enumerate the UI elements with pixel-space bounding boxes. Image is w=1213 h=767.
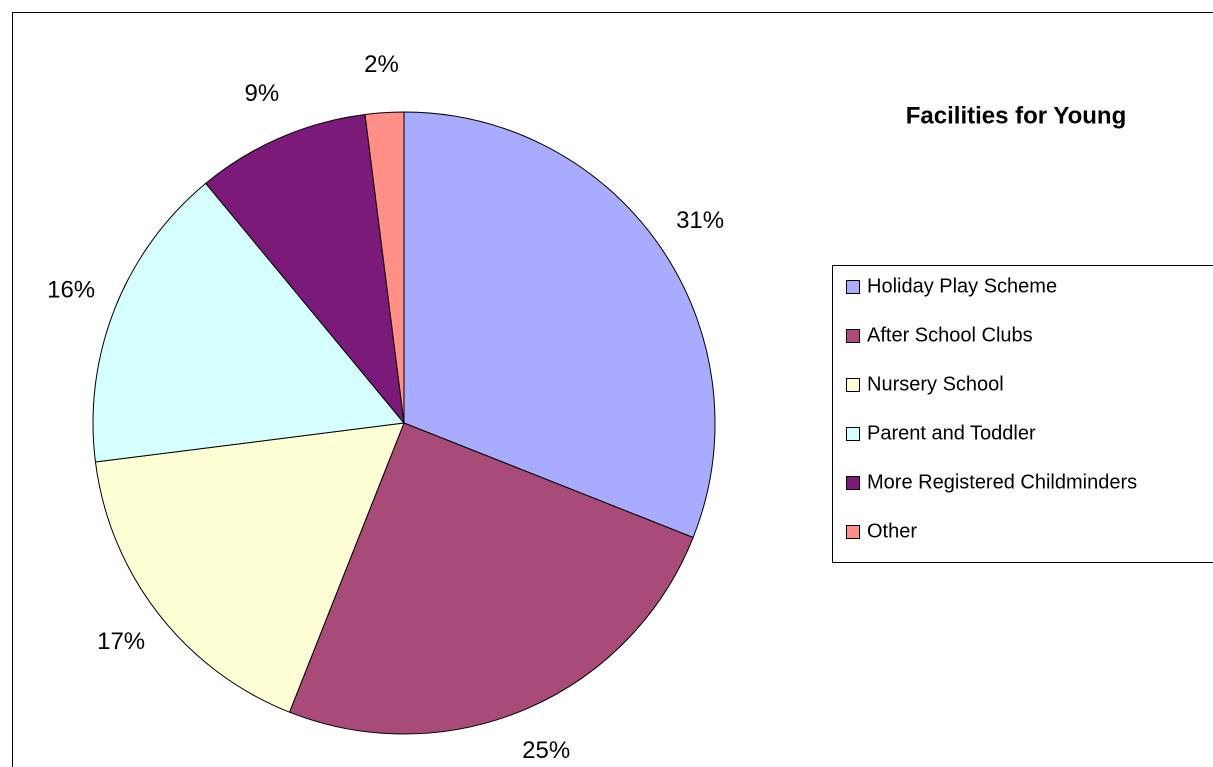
pie-slice [94, 422, 405, 713]
data-label: 25% [522, 737, 570, 764]
legend-swatch [846, 329, 860, 343]
legend-label: More Registered Childminders [867, 471, 1137, 493]
pie-slice [288, 422, 694, 735]
legend-swatch [846, 378, 860, 392]
data-label: 9% [244, 80, 279, 107]
legend-label: Nursery School [867, 373, 1004, 395]
legend-label: Other [867, 520, 917, 542]
legend-swatch [846, 280, 860, 294]
data-label: 17% [97, 628, 145, 655]
legend [832, 265, 1213, 563]
pie-slice [403, 111, 716, 539]
legend-label: Parent and Toddler [867, 422, 1036, 444]
legend-label: Holiday Play Scheme [867, 275, 1057, 297]
legend-swatch [846, 427, 860, 441]
legend-label: After School Clubs [867, 324, 1033, 346]
chart-title: Facilities for Young [906, 102, 1126, 129]
pie-slice [205, 113, 405, 425]
pie-slice [92, 182, 405, 463]
data-label: 2% [364, 51, 399, 78]
pie-slice [364, 111, 405, 424]
data-label: 31% [676, 207, 724, 234]
legend-swatch [846, 525, 860, 539]
data-label: 16% [47, 277, 95, 304]
legend-swatch [846, 476, 860, 490]
